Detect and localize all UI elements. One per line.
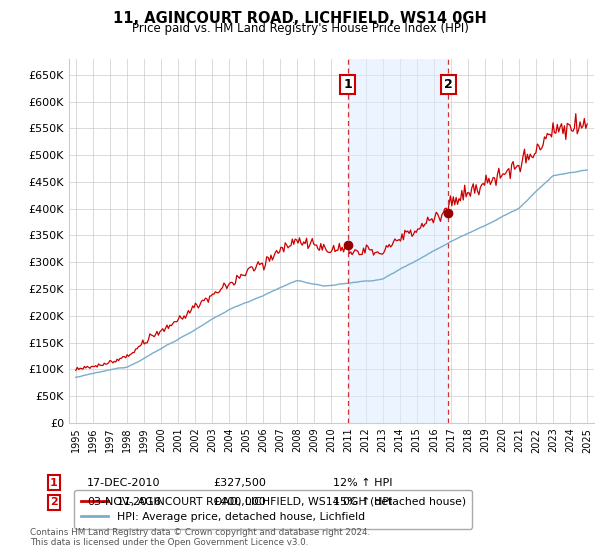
Text: 17-DEC-2010: 17-DEC-2010 (87, 478, 161, 488)
Text: 15% ↑ HPI: 15% ↑ HPI (333, 497, 392, 507)
Text: £327,500: £327,500 (213, 478, 266, 488)
Legend: 11, AGINCOURT ROAD, LICHFIELD, WS14 0GH (detached house), HPI: Average price, de: 11, AGINCOURT ROAD, LICHFIELD, WS14 0GH … (74, 490, 472, 529)
Bar (348, 59, 448, 423)
Text: £400,000: £400,000 (213, 497, 266, 507)
Text: 03-NOV-2016: 03-NOV-2016 (87, 497, 161, 507)
Text: 12% ↑ HPI: 12% ↑ HPI (333, 478, 392, 488)
Text: Price paid vs. HM Land Registry's House Price Index (HPI): Price paid vs. HM Land Registry's House … (131, 22, 469, 35)
Text: 2: 2 (444, 78, 452, 91)
Text: Contains HM Land Registry data © Crown copyright and database right 2024.
This d: Contains HM Land Registry data © Crown c… (30, 528, 370, 547)
Text: 1: 1 (343, 78, 352, 91)
Text: 2: 2 (50, 497, 58, 507)
Text: 1: 1 (50, 478, 58, 488)
Text: 11, AGINCOURT ROAD, LICHFIELD, WS14 0GH: 11, AGINCOURT ROAD, LICHFIELD, WS14 0GH (113, 11, 487, 26)
